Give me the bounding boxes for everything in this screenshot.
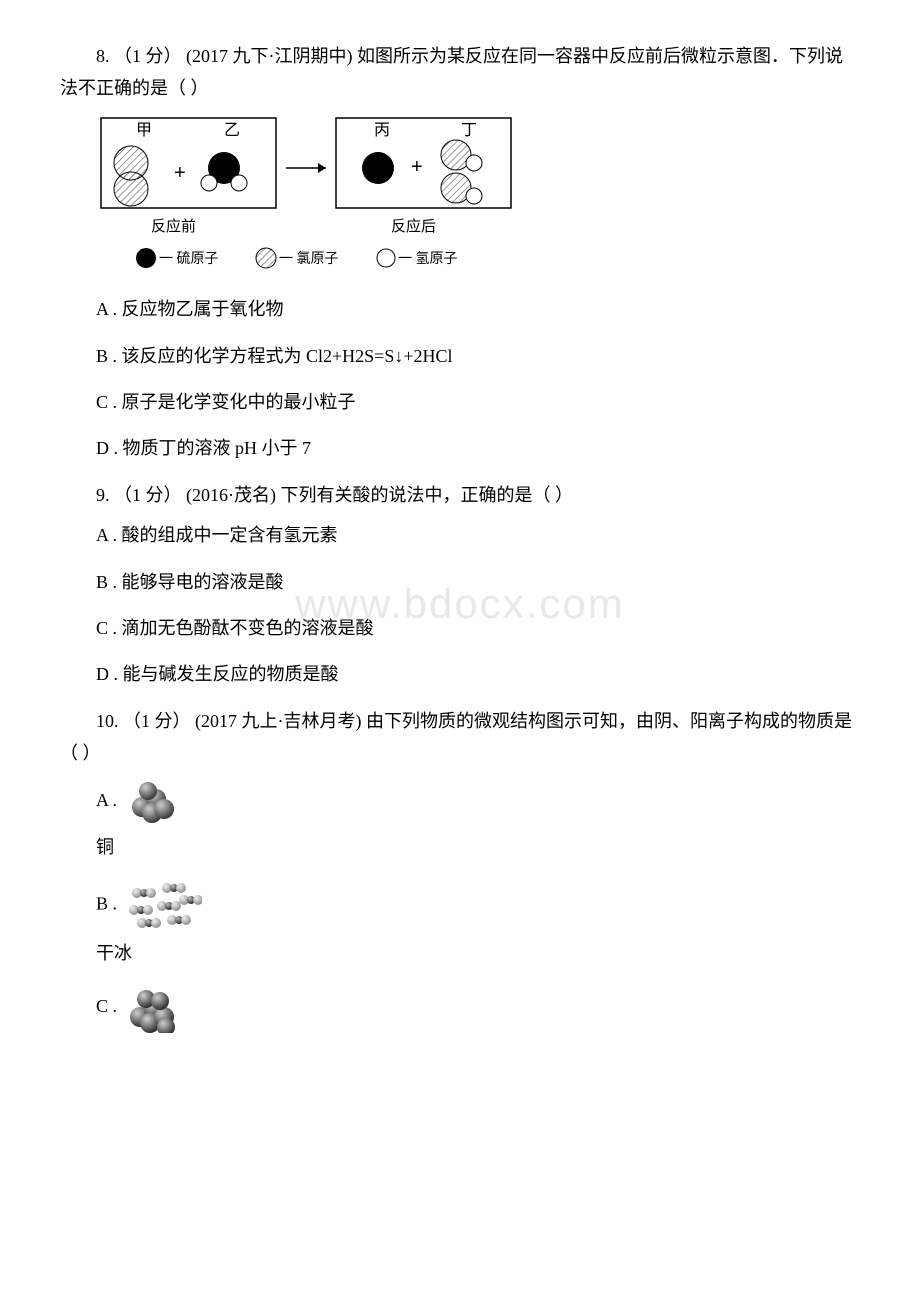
q8-optA: A . 反应物乙属于氧化物	[60, 293, 860, 325]
q9-stem: 9. （1 分） (2016·茂名) 下列有关酸的说法中，正确的是（ ）	[60, 479, 860, 511]
label-ding: 丁	[461, 122, 477, 139]
q9-optA: A . 酸的组成中一定含有氢元素	[60, 519, 860, 551]
q8-optB: B . 该反应的化学方程式为 Cl2+H2S=S↓+2HCl	[60, 340, 860, 372]
q8-stem: 8. （1 分） (2017 九下·江阴期中) 如图所示为某反应在同一容器中反应…	[60, 40, 860, 105]
legend-s: 一 硫原子	[159, 251, 219, 267]
label-jia: 甲	[136, 122, 152, 139]
q10-optA-prefix: A .	[96, 791, 117, 811]
q9-optC: C . 滴加无色酚酞不变色的溶液是酸	[60, 612, 860, 644]
plus-left: +	[174, 162, 186, 184]
q10-optB-label: 干冰	[60, 937, 860, 969]
legend-cl: 一 氯原子	[279, 251, 339, 267]
label-before: 反应前	[151, 217, 196, 235]
legend-h: 一 氢原子	[398, 251, 458, 267]
q8-optD: D . 物质丁的溶液 pH 小于 7	[60, 432, 860, 464]
q10-stem: 10. （1 分） (2017 九上·吉林月考) 由下列物质的微观结构图示可知，…	[60, 705, 860, 770]
q10-optA-row: A .	[96, 777, 860, 827]
label-yi: 乙	[224, 122, 240, 139]
q10-optB-row: B .	[96, 878, 860, 933]
q9-optB: B . 能够导电的溶液是酸	[60, 566, 860, 598]
label-bing: 丙	[374, 122, 390, 139]
q8-optC: C . 原子是化学变化中的最小粒子	[60, 386, 860, 418]
q10-optA-label: 铜	[60, 831, 860, 863]
q10-optC-row: C .	[96, 983, 860, 1033]
q10-optB-prefix: B .	[96, 893, 117, 913]
q9-optD: D . 能与碱发生反应的物质是酸	[60, 658, 860, 690]
q8-diagram: 甲 乙 + 反应前 丙 丁 + 反应后 一 硫原子 一 氯原子 一 氢原子	[96, 113, 860, 283]
q10-optC-prefix: C .	[96, 996, 117, 1016]
plus-right: +	[411, 156, 423, 178]
label-after: 反应后	[391, 217, 436, 235]
